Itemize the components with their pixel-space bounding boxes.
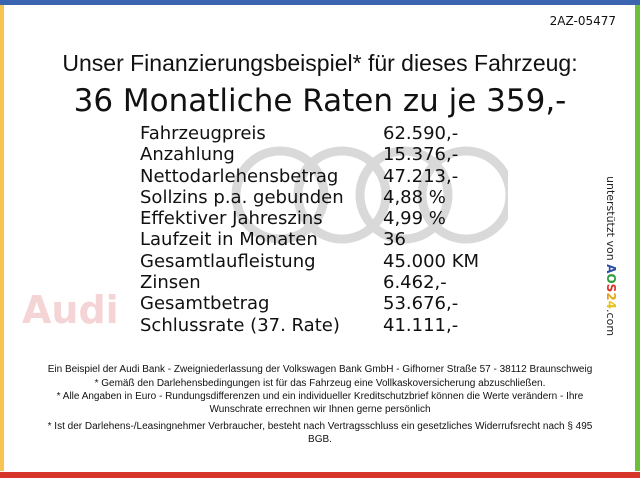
table-row: Sollzins p.a. gebunden 4,88 % (140, 187, 479, 208)
row-value: 45.000 KM (383, 250, 480, 272)
table-row: Nettodarlehensbetrag 47.213,- (140, 166, 479, 187)
row-label: Laufzeit in Monaten (140, 229, 318, 251)
row-label: Gesamtlaufleistung (140, 250, 316, 272)
table-row: Laufzeit in Monaten 36 (140, 229, 479, 250)
audi-rings-logo (231, 146, 508, 244)
row-value: 47.213,- (383, 165, 459, 187)
row-label: Zinsen (140, 272, 201, 294)
left-border (0, 5, 4, 471)
top-border (0, 0, 640, 5)
row-label: Sollzins p.a. gebunden (140, 186, 344, 208)
logo-letter: 4 (604, 300, 618, 310)
footer-note-amounts: * Alle Angaben in Euro - Rundungsdiffere… (56, 391, 584, 415)
row-label: Nettodarlehensbetrag (140, 165, 339, 187)
finance-table: Fahrzeugpreis 62.590,- Anzahlung 15.376,- … (140, 123, 479, 336)
audi-watermark: Audi (22, 288, 119, 332)
row-label: Schlussrate (37. Rate) (140, 314, 340, 336)
row-value: 4,99 % (383, 208, 446, 230)
vehicle-code: 2AZ-05477 (549, 14, 616, 28)
sponsor-prefix: unterstützt von (604, 176, 617, 261)
table-row: Fahrzeugpreis 62.590,- (140, 123, 479, 144)
table-row: Gesamtlaufleistung 45.000 KM (140, 251, 479, 272)
table-row: Gesamtbetrag 53.676,- (140, 293, 479, 314)
row-value: 62.590,- (383, 123, 459, 144)
right-border (635, 5, 640, 471)
row-value: 4,88 % (383, 186, 446, 208)
sponsor-credit: unterstützt von AOS24.com (604, 176, 618, 336)
page-title: Unser Finanzierungsbeispiel* für dieses … (62, 50, 578, 76)
row-label: Gesamtbetrag (140, 293, 270, 315)
row-label: Anzahlung (140, 144, 235, 166)
bottom-border (0, 472, 640, 478)
table-row: Schlussrate (37. Rate) 41.111,- (140, 315, 479, 336)
headline-rate: 36 Monatliche Raten zu je 359,- (73, 83, 567, 119)
footer-note-withdrawal: * Ist der Darlehens-/Leasingnehmer Verbr… (47, 421, 593, 445)
row-value: 15.376,- (383, 144, 459, 166)
table-row: Effektiver Jahreszins 4,99 % (140, 208, 479, 229)
footer-bank: Ein Beispiel der Audi Bank - Zweignieder… (47, 364, 593, 375)
table-row: Zinsen 6.462,- (140, 272, 479, 293)
footer: Ein Beispiel der Audi Bank - Zweignieder… (40, 364, 600, 446)
logo-letter: 2 (604, 292, 618, 301)
row-value: 53.676,- (383, 293, 459, 315)
row-label: Fahrzeugpreis (140, 123, 266, 144)
row-value: 6.462,- (383, 272, 447, 294)
row-value: 36 (383, 229, 406, 251)
logo-letter: O (604, 273, 618, 284)
row-label: Effektiver Jahreszins (140, 208, 323, 230)
sponsor-suffix: .com (604, 309, 617, 337)
table-row: Anzahlung 15.376,- (140, 144, 479, 165)
aos24-logo[interactable]: AOS24 (604, 264, 618, 309)
row-value: 41.111,- (383, 314, 459, 336)
footer-note-insurance: * Gemäß den Darlehensbedingungen ist für… (94, 377, 546, 389)
